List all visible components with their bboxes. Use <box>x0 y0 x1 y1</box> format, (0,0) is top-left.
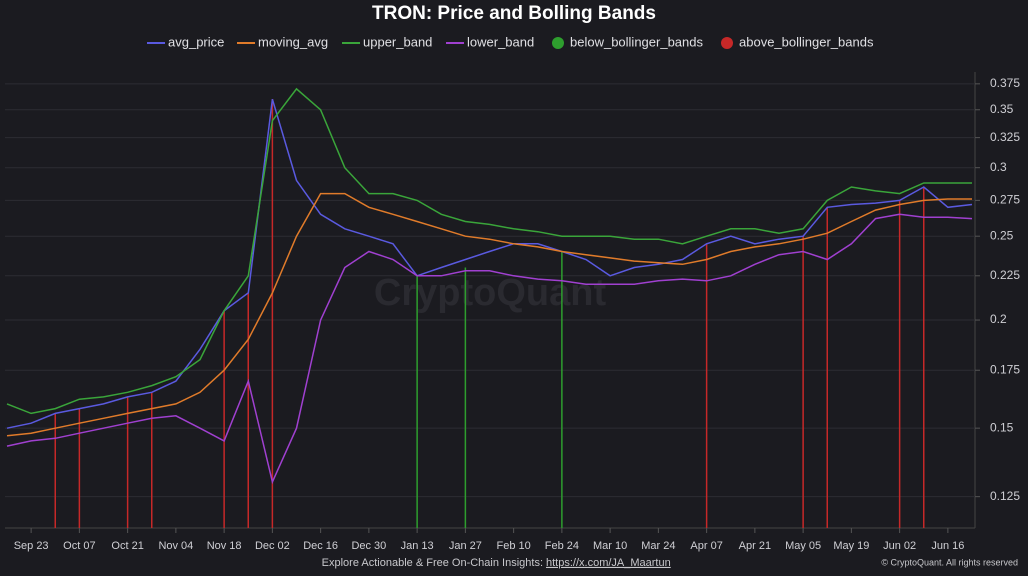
y-tick-label: 0.175 <box>990 362 1020 376</box>
y-tick-label: 0.275 <box>990 193 1020 207</box>
legend-label: above_bollinger_bands <box>739 34 874 49</box>
copyright: © CryptoQuant. All rights reserved <box>881 557 1018 567</box>
legend-label: below_bollinger_bands <box>570 34 703 49</box>
x-tick-label: Jan 13 <box>401 540 434 552</box>
x-tick-label: Mar 10 <box>593 540 627 552</box>
y-tick-label: 0.35 <box>990 102 1014 116</box>
legend-item: upper_band <box>342 34 432 49</box>
y-tick-label: 0.25 <box>990 228 1014 242</box>
legend-item: lower_band <box>446 34 534 49</box>
legend-item: moving_avg <box>237 34 328 49</box>
legend-marker <box>721 37 733 49</box>
x-tick-label: Oct 21 <box>111 540 143 552</box>
x-tick-label: Oct 07 <box>63 540 95 552</box>
series-line <box>6 192 972 437</box>
y-tick-label: 0.2 <box>990 312 1007 326</box>
legend-marker <box>552 37 564 49</box>
x-tick-label: Sep 23 <box>14 540 49 552</box>
y-tick-label: 0.15 <box>990 420 1014 434</box>
y-tick-label: 0.325 <box>990 130 1020 144</box>
footer-text: Explore Actionable & Free On-Chain Insig… <box>322 557 543 569</box>
y-tick-label: 0.125 <box>990 489 1020 503</box>
legend-label: upper_band <box>363 34 432 49</box>
series-line <box>6 213 973 485</box>
x-tick-label: Dec 16 <box>303 540 338 552</box>
x-tick-label: Jun 02 <box>883 540 916 552</box>
x-tick-label: Mar 24 <box>641 540 675 552</box>
x-tick-label: Apr 07 <box>690 540 722 552</box>
x-tick-label: Nov 18 <box>207 540 242 552</box>
legend-item: below_bollinger_bands <box>552 34 703 49</box>
x-tick-label: May 05 <box>785 540 821 552</box>
watermark: CryptoQuant <box>374 272 607 314</box>
legend-item: above_bollinger_bands <box>721 34 874 49</box>
y-tick-label: 0.225 <box>990 268 1020 282</box>
legend-label: avg_price <box>168 34 224 49</box>
x-tick-label: Feb 10 <box>497 540 531 552</box>
y-tick-label: 0.375 <box>990 76 1020 90</box>
series-line <box>6 98 973 429</box>
legend-label: lower_band <box>467 34 534 49</box>
x-tick-label: Feb 24 <box>545 540 579 552</box>
footer-link[interactable]: https://x.com/JA_Maartun <box>546 557 671 569</box>
series-line <box>6 87 972 415</box>
x-tick-label: Nov 04 <box>158 540 193 552</box>
legend-item: avg_price <box>147 34 224 49</box>
x-tick-label: Dec 30 <box>351 540 386 552</box>
x-tick-label: May 19 <box>833 540 869 552</box>
x-tick-label: Jun 16 <box>931 540 964 552</box>
x-tick-label: Apr 21 <box>739 540 771 552</box>
x-tick-label: Dec 02 <box>255 540 290 552</box>
legend-label: moving_avg <box>258 34 328 49</box>
chart-title: TRON: Price and Bolling Bands <box>372 3 656 24</box>
y-tick-label: 0.3 <box>990 160 1007 174</box>
x-tick-label: Jan 27 <box>449 540 482 552</box>
